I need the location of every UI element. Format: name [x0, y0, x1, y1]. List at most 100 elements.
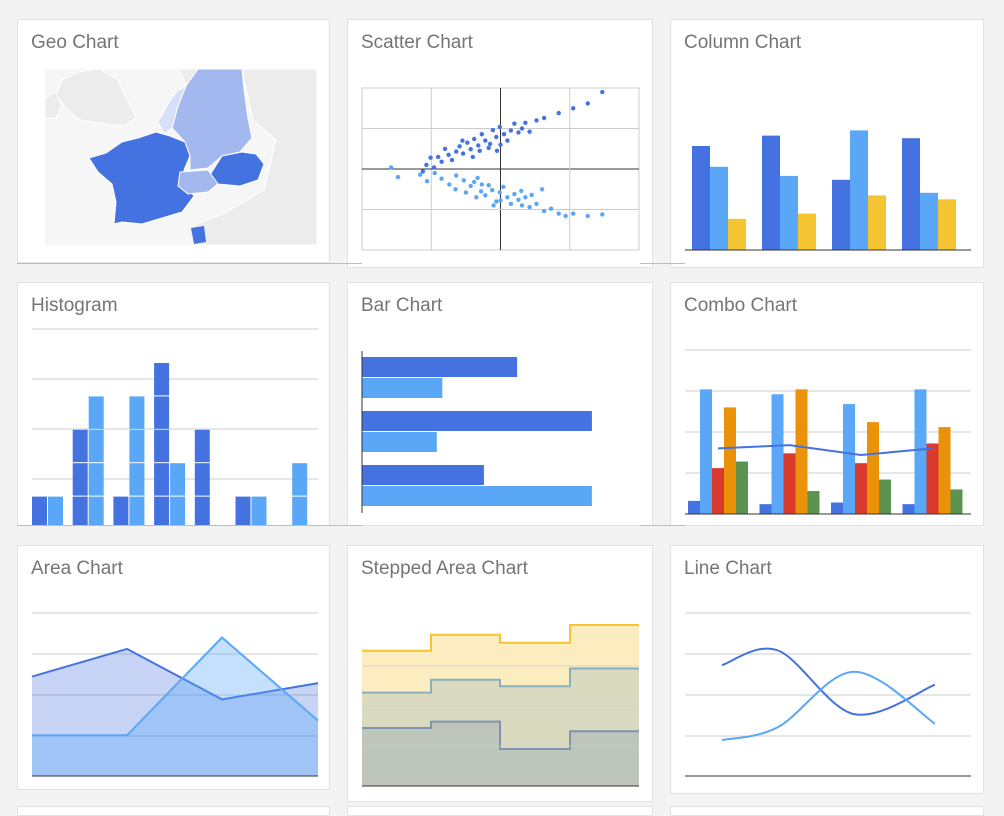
horizontal-bar	[362, 357, 518, 377]
scatter-point	[457, 144, 462, 149]
scatter-point	[454, 173, 459, 178]
card-title: Histogram	[31, 295, 118, 316]
scatter-point	[494, 199, 499, 204]
card-title: Geo Chart	[31, 32, 119, 53]
histogram-bucket	[251, 496, 267, 525]
stepped-line	[362, 667, 639, 694]
histogram-bucket	[88, 496, 104, 525]
scatter-point	[494, 148, 500, 153]
combo-bar	[855, 463, 867, 514]
histogram-bucket	[88, 396, 104, 429]
stepped-line	[362, 624, 639, 652]
combo-bar	[736, 461, 748, 514]
column-bar	[832, 179, 850, 250]
scatter-point	[483, 193, 488, 198]
scatter-point	[475, 175, 480, 181]
histogram-bucket	[129, 496, 145, 525]
combo-line	[717, 444, 933, 457]
scatter-point	[446, 152, 451, 157]
histogram-bucket	[129, 463, 145, 496]
scatter-point	[439, 176, 444, 181]
scatter-point	[501, 132, 507, 137]
scatter-point	[461, 178, 466, 183]
area-line	[32, 636, 319, 737]
bar-chart	[361, 351, 592, 513]
scatter-point	[472, 136, 477, 142]
area-chart	[31, 612, 319, 777]
scatter-point	[523, 120, 528, 126]
combo-bar	[807, 491, 820, 514]
histogram-bucket	[194, 496, 210, 525]
scatter-point	[479, 132, 484, 137]
scatter-point	[477, 148, 482, 153]
combo-bar	[938, 427, 951, 514]
scatter-point	[571, 106, 576, 111]
scatter-point	[523, 195, 528, 200]
card-histogram[interactable]: Histogram	[17, 282, 330, 526]
combo-bar	[700, 389, 712, 514]
card-title: Column Chart	[684, 32, 802, 53]
card-combo-chart[interactable]: Combo Chart	[670, 282, 984, 526]
line-series	[721, 670, 936, 742]
scatter-point	[519, 203, 525, 208]
scatter-point	[436, 154, 441, 160]
scatter-point	[541, 208, 547, 214]
scatter-point	[541, 115, 547, 121]
scatter-point	[508, 201, 514, 206]
card-scatter-chart[interactable]: Scatter Chart	[347, 19, 653, 268]
card-stepped-area-chart[interactable]: Stepped Area Chart	[347, 545, 653, 802]
land-ireland	[44, 91, 63, 119]
row-divider	[17, 525, 362, 526]
card-column-chart[interactable]: Column Chart	[670, 19, 984, 268]
histogram-bucket	[48, 496, 63, 525]
scatter-point	[468, 147, 473, 152]
horizontal-bar	[362, 486, 592, 506]
column-bar	[710, 166, 728, 250]
land-central-europe	[168, 68, 318, 246]
scatter-point	[529, 192, 534, 198]
column-bar	[920, 192, 938, 250]
card-next-row-a	[17, 806, 330, 816]
combo-bar	[783, 453, 796, 514]
scatter-point	[465, 140, 470, 145]
scatter-point	[527, 129, 532, 134]
card-geo-chart[interactable]: Geo Chart	[17, 19, 330, 263]
card-line-chart[interactable]: Line Chart	[670, 545, 984, 794]
scatter-point	[505, 195, 510, 200]
card-title: Area Chart	[31, 558, 123, 579]
scatter-point	[483, 138, 488, 143]
scatter-point	[539, 187, 545, 192]
histogram-bucket	[194, 429, 210, 463]
scatter-point	[519, 126, 525, 131]
histogram-bucket	[72, 496, 88, 525]
scatter-point	[585, 101, 590, 106]
combo-bar	[902, 504, 915, 514]
combo-bar	[914, 389, 927, 514]
histogram-bucket	[72, 463, 88, 496]
histogram-bucket	[88, 463, 104, 496]
card-title: Scatter Chart	[361, 32, 473, 53]
card-title: Line Chart	[684, 558, 772, 579]
scatter-point	[453, 187, 458, 192]
scatter-point	[516, 130, 521, 135]
scatter-point	[447, 182, 452, 187]
combo-bar	[926, 443, 939, 514]
scatter-point	[470, 154, 475, 160]
card-title: Combo Chart	[684, 295, 797, 316]
card-area-chart[interactable]: Area Chart	[17, 545, 330, 790]
scatter-point	[600, 89, 605, 95]
histogram-bucket	[170, 496, 186, 525]
combo-bar	[724, 407, 736, 514]
histogram-bucket	[194, 463, 210, 496]
scatter-point	[463, 190, 469, 195]
scatter-point	[563, 213, 568, 219]
horizontal-bar	[362, 378, 443, 398]
card-bar-chart[interactable]: Bar Chart	[347, 282, 653, 526]
card-next-row-c	[670, 806, 984, 816]
column-bar	[780, 175, 798, 250]
line-series	[721, 647, 936, 716]
histogram-bucket	[292, 496, 308, 525]
combo-bar	[950, 489, 963, 514]
histogram-bucket	[154, 396, 170, 429]
column-chart	[685, 130, 971, 251]
